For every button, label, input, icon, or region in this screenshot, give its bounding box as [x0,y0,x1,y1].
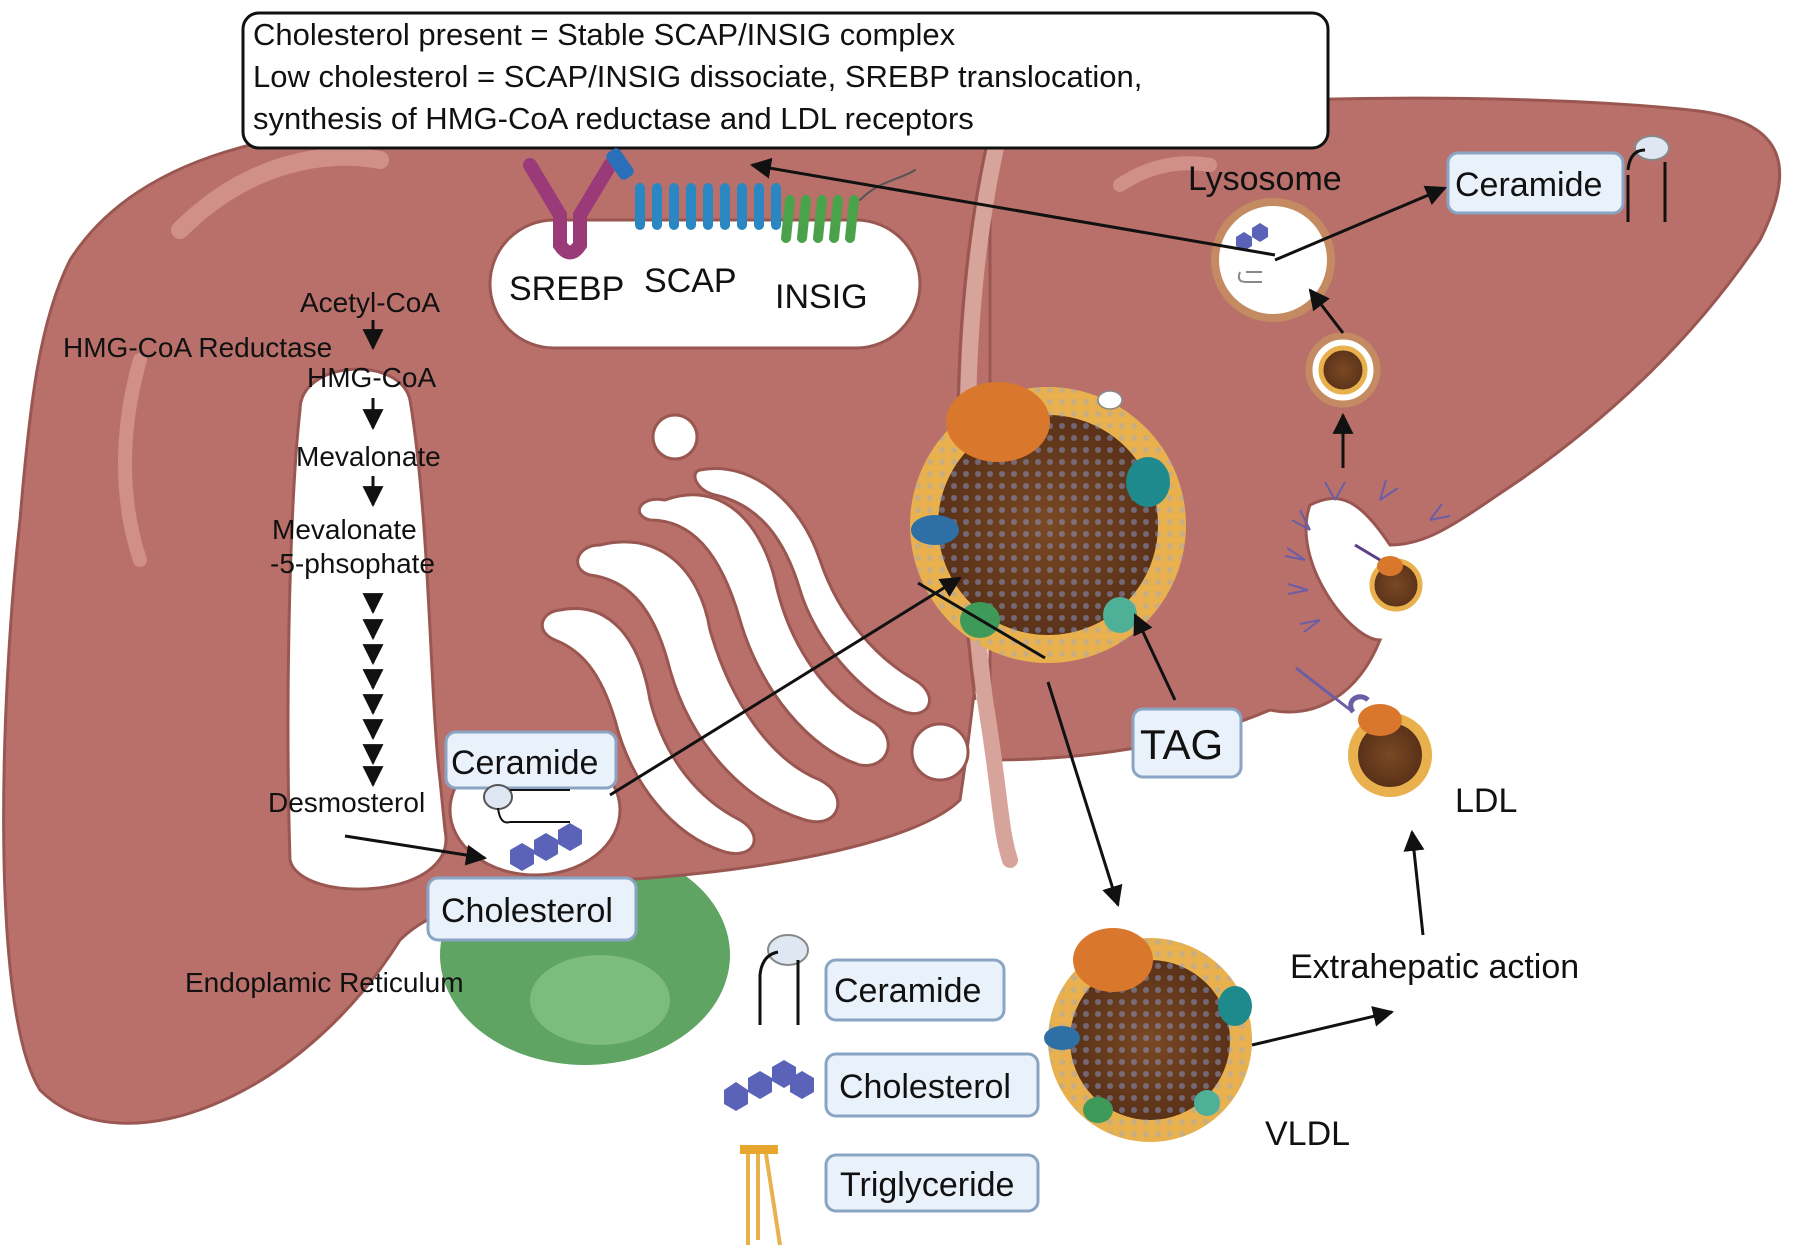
liver-highlight [118,353,147,567]
er-ceramide-label: Ceramide [451,744,598,782]
legend-ceramide-label: Ceramide [834,972,981,1010]
lysosome [1211,198,1335,322]
legend-ceramide-icon [758,934,809,1025]
mevalonate-label: Mevalonate [296,441,441,472]
ldl-receptor-spikes [1284,479,1451,633]
legend-cholesterol-icon [724,1060,814,1111]
insig-label: INSIG [775,278,868,316]
hmg-coa-reductase-label: HMG-CoA Reductase [63,332,332,363]
srebp-protein-icon [523,148,634,260]
lysosome-ceramide-icon [1237,271,1262,283]
insig-protein-icon [781,169,916,243]
er-label: Endoplamic Reticulum [185,967,464,998]
legend-triglyceride-label: Triglyceride [840,1166,1014,1204]
liver-highlight [171,147,389,239]
er-cholesterol-box [426,876,638,942]
regulation-note-box [241,11,1330,150]
srebp-label: SREBP [509,270,624,308]
endosome-ldl [1318,345,1368,395]
vldl-label: VLDL [1265,1115,1350,1153]
hmg-coa-label: HMG-CoA [307,362,436,393]
scap-label: SCAP [644,262,737,300]
ldl-receptor-icon [1354,543,1381,562]
ceramide-icon [1626,135,1670,222]
mevalonate-5p-label-b: -5-phsophate [270,548,435,579]
process-arrows [609,157,1447,1047]
legend: Ceramide Cholesterol Triglyceride [724,934,1040,1246]
mevalonate-5p-label-a: Mevalonate [272,514,417,545]
er-cholesterol-label: Cholesterol [441,892,613,930]
er-ceramide-box [444,730,618,790]
ceramide-icon [483,784,570,824]
legend-cholesterol-label: Cholesterol [839,1068,1011,1106]
legend-triglyceride-icon [740,1145,782,1246]
legend-ceramide-box [824,958,1006,1022]
regulation-note-line1: Cholesterol present = Stable SCAP/INSIG … [253,17,956,52]
legend-triglyceride-box [824,1153,1040,1213]
lysosome-cholesterol-icon [1236,223,1268,251]
hepatic-vldl-particle [910,382,1186,663]
ldl-label: LDL [1455,782,1517,820]
vldl-particle [1044,928,1252,1142]
acetyl-coa-label: Acetyl-CoA [300,287,440,318]
golgi-apparatus [541,413,970,855]
regulation-note-line2: Low cholesterol = SCAP/INSIG dissociate,… [253,59,1142,94]
legend-cholesterol-box [824,1052,1040,1118]
tag-box [1131,707,1243,779]
tag-label: TAG [1140,721,1223,768]
liver-highlight [1113,156,1217,192]
desmosterol-label: Desmosterol [268,787,425,818]
pathway-arrows [344,320,488,866]
lysosome-ceramide-box [1446,151,1625,215]
apo-b-icon [1377,556,1403,576]
regulation-note-line3: synthesis of HMG-CoA reductase and LDL r… [253,101,974,136]
lysosome-label: Lysosome [1188,160,1342,198]
scap-protein-icon [635,183,781,230]
liver-right-lobe [988,96,1782,762]
extrahepatic-label: Extrahepatic action [1290,948,1579,986]
gallbladder-highlight [530,955,670,1045]
lysosome-ceramide-label: Ceramide [1455,166,1602,204]
ldl-particle [1295,666,1432,797]
cholesterol-icon [510,823,582,871]
